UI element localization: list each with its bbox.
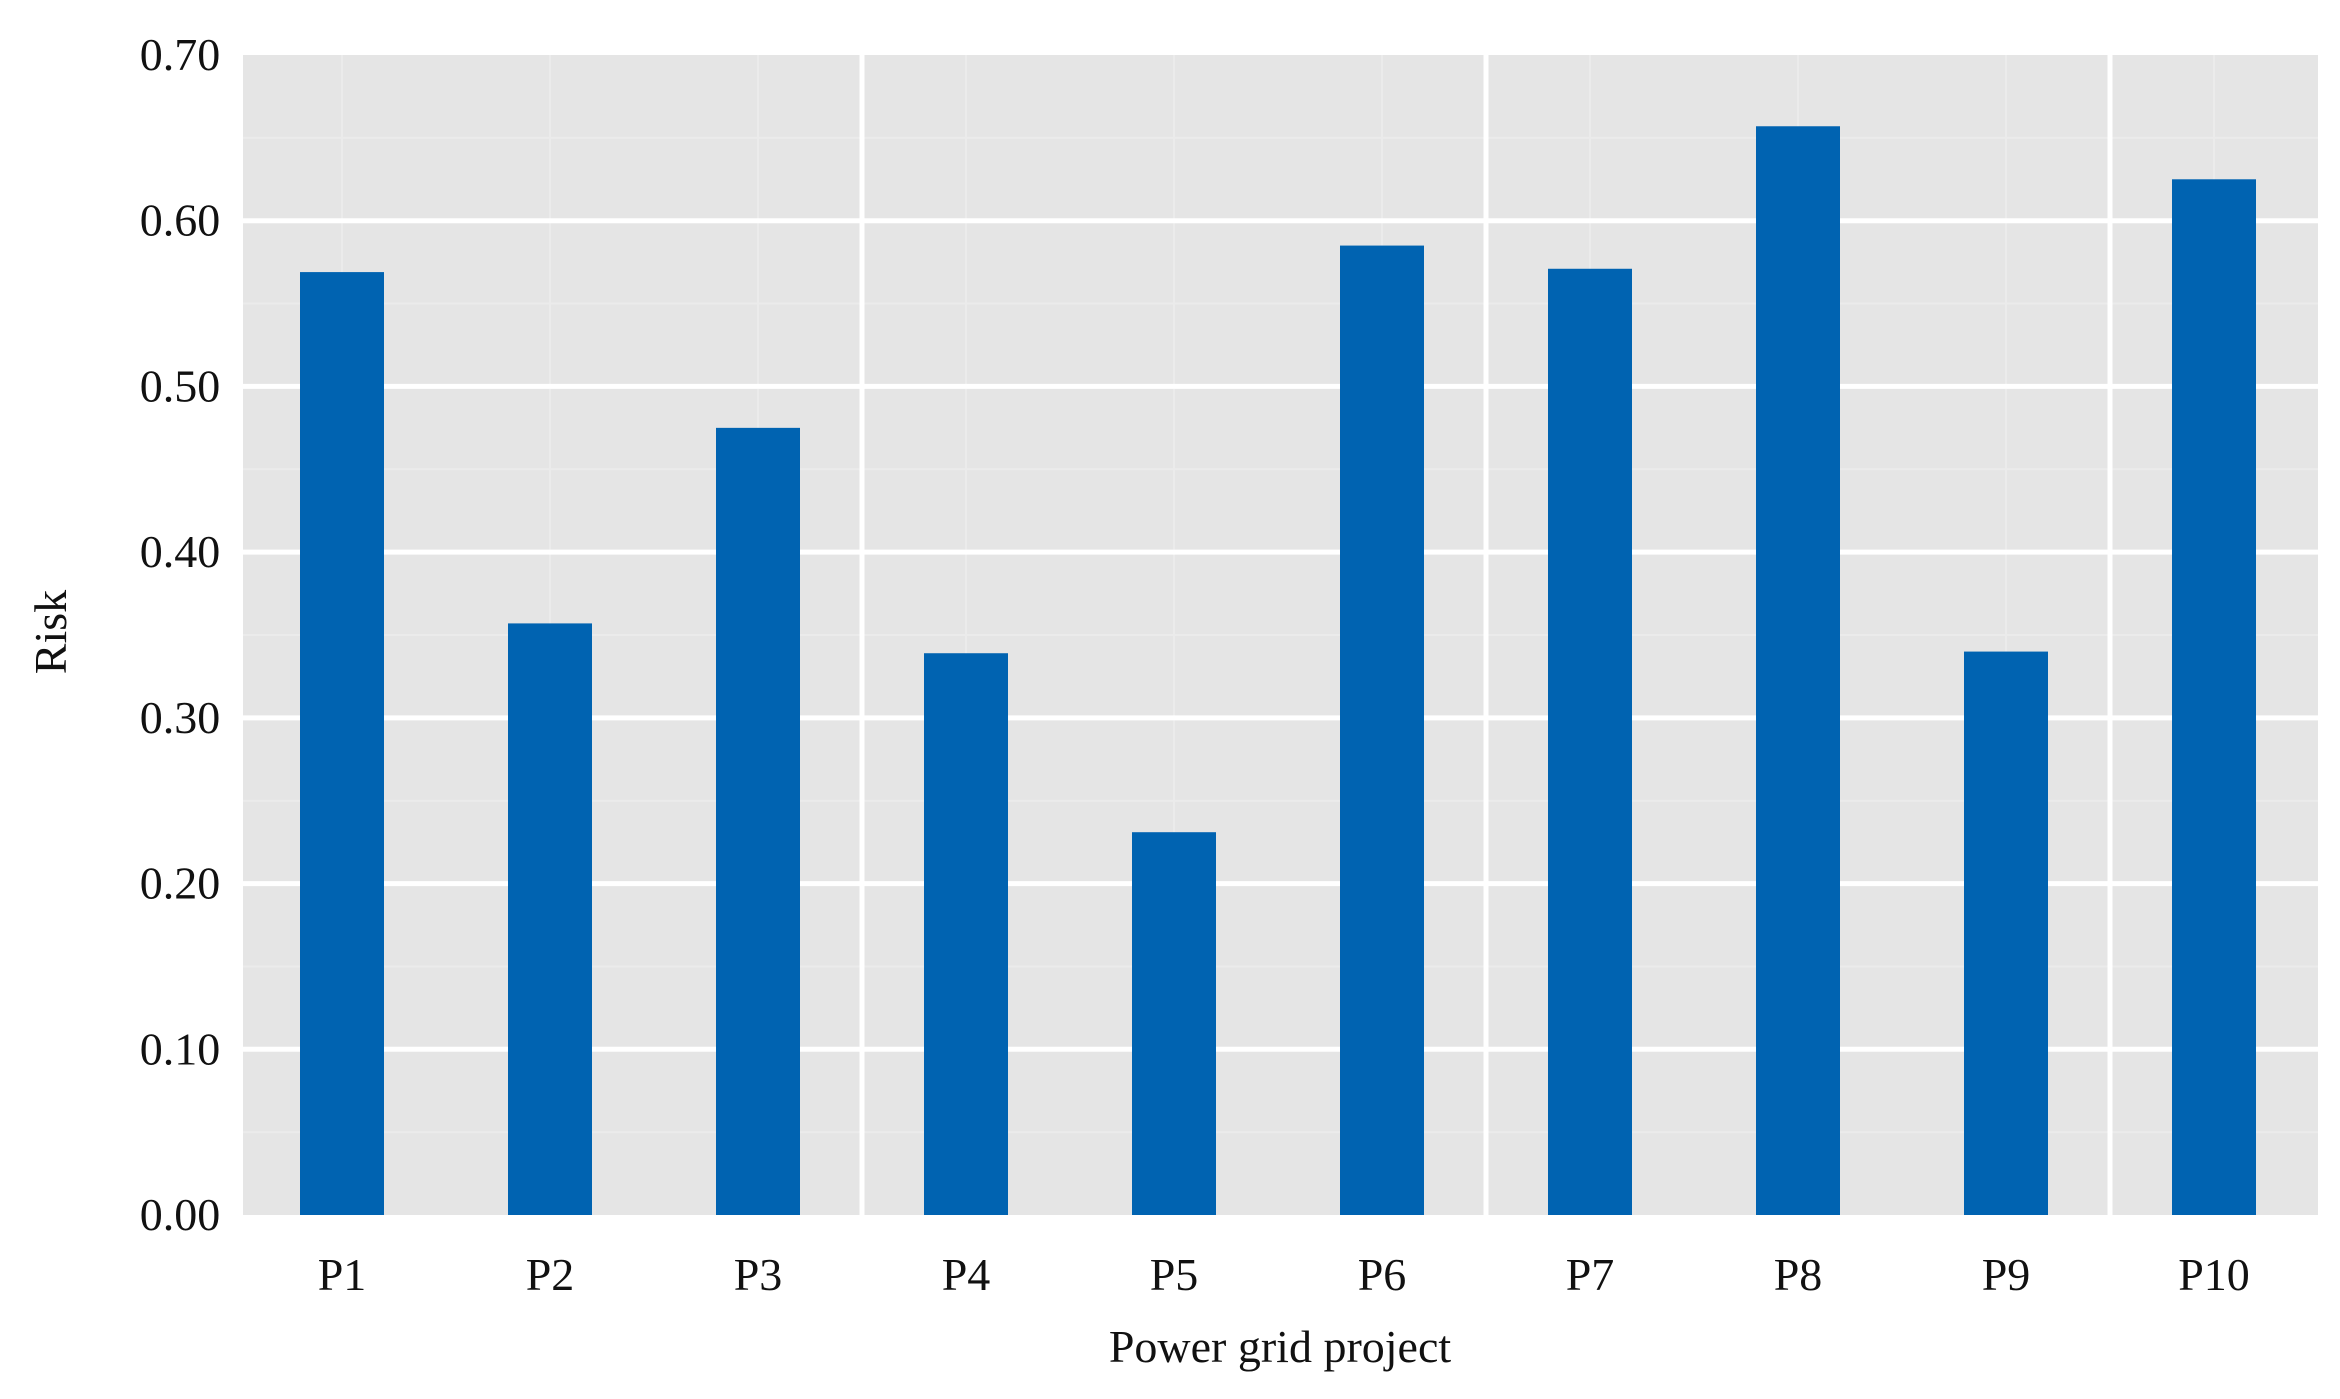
bar-p1: [300, 272, 384, 1216]
bars: [300, 126, 2256, 1216]
y-tick-label: 0.00: [140, 1189, 221, 1240]
x-axis-title: Power grid project: [1109, 1321, 1452, 1372]
bar-p6: [1340, 245, 1424, 1216]
x-tick-label: P6: [1358, 1249, 1407, 1300]
x-tick-label: P8: [1774, 1249, 1823, 1300]
y-tick-label: 0.70: [140, 29, 221, 80]
bar-p4: [924, 653, 1008, 1215]
bar-p8: [1756, 126, 1840, 1216]
bar-p3: [716, 427, 800, 1215]
bar-p9: [1964, 651, 2048, 1215]
x-tick-labels: P1 P2 P3 P4 P5 P6 P7 P8 P9 P10: [318, 1249, 2250, 1300]
y-tick-label: 0.40: [140, 526, 221, 577]
y-tick-labels: 0.00 0.10 0.20 0.30 0.40 0.50 0.60 0.70: [140, 29, 221, 1240]
x-tick-label: P2: [526, 1249, 575, 1300]
bar-p5: [1132, 832, 1216, 1215]
x-tick-label: P7: [1566, 1249, 1615, 1300]
bar-p7: [1548, 268, 1632, 1215]
y-tick-label: 0.50: [140, 360, 221, 411]
x-tick-label: P5: [1150, 1249, 1199, 1300]
y-tick-label: 0.30: [140, 692, 221, 743]
x-tick-label: P1: [318, 1249, 367, 1300]
y-tick-label: 0.20: [140, 858, 221, 909]
x-tick-label: P3: [734, 1249, 783, 1300]
x-tick-label: P4: [942, 1249, 991, 1300]
bar-p2: [508, 623, 592, 1215]
y-tick-label: 0.60: [140, 195, 221, 246]
x-tick-label: P10: [2178, 1249, 2250, 1300]
bar-p10: [2172, 179, 2256, 1215]
y-axis-title: Risk: [25, 590, 76, 674]
y-tick-label: 0.10: [140, 1023, 221, 1074]
x-tick-label: P9: [1982, 1249, 2031, 1300]
